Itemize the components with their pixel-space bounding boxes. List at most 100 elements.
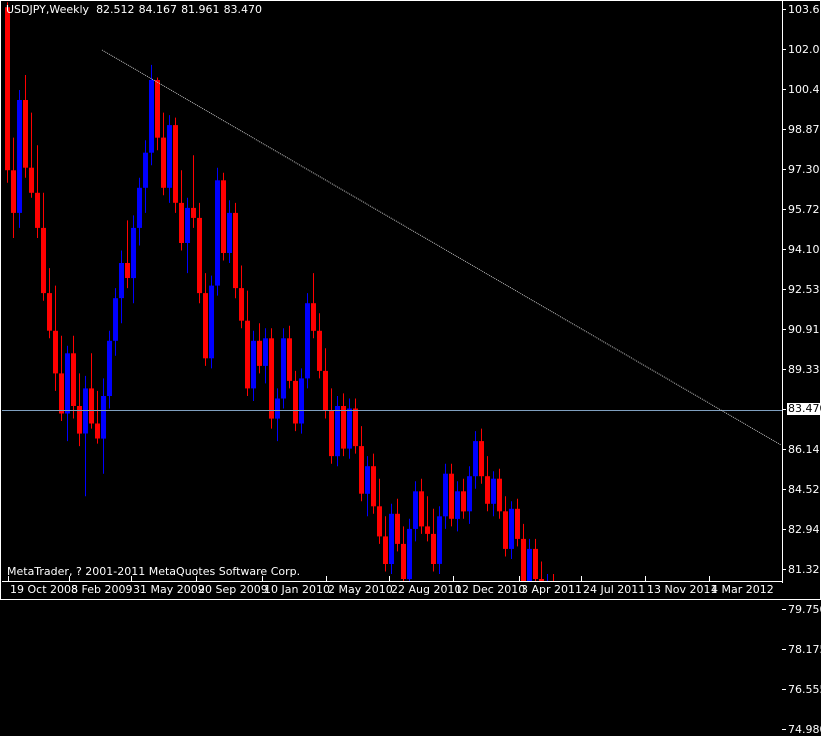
- date-tick-label: 8 Feb 2009: [71, 583, 133, 596]
- candle-body: [23, 100, 28, 168]
- candle-body: [419, 491, 424, 527]
- candle-body: [455, 491, 460, 519]
- price-tick-label: 100.495: [788, 83, 821, 96]
- candle-body: [413, 491, 418, 529]
- candle-body: [29, 167, 34, 193]
- candle-body: [479, 441, 484, 477]
- candle-body: [533, 548, 538, 579]
- candle-body: [461, 491, 466, 512]
- candle-body: [17, 100, 22, 213]
- price-tick: [782, 129, 786, 130]
- candle-body: [107, 340, 112, 396]
- price-tick-label: 97.300: [788, 163, 821, 176]
- price-tick: [782, 49, 786, 50]
- trendline: [101, 49, 782, 446]
- candle-body: [425, 526, 430, 534]
- candle-body: [71, 353, 76, 406]
- copyright-label: MetaTrader, ? 2001-2011 MetaQuotes Softw…: [7, 565, 301, 578]
- candle-body: [41, 227, 46, 294]
- candle-body: [59, 373, 64, 414]
- candle-body: [281, 338, 286, 399]
- candle-body: [149, 80, 154, 153]
- low-value: 81.961: [181, 3, 220, 16]
- candle-body: [47, 293, 52, 331]
- candle-body: [353, 408, 358, 447]
- candle-body: [179, 202, 184, 243]
- candle-body: [161, 137, 166, 188]
- candle-body: [101, 396, 106, 439]
- candle-body: [239, 288, 244, 321]
- candle-body: [221, 180, 226, 253]
- price-tick-label: 74.980: [788, 723, 821, 736]
- candle-body: [251, 340, 256, 389]
- date-tick-label: 24 Jul 2011: [583, 583, 646, 596]
- price-tick: [782, 89, 786, 90]
- candle-body: [233, 212, 238, 289]
- price-tick-label: 82.945: [788, 523, 821, 536]
- date-tick-label: 10 Jan 2010: [264, 583, 330, 596]
- candle-body: [371, 466, 376, 507]
- candle-body: [503, 511, 508, 549]
- price-tick-label: 102.070: [788, 43, 821, 56]
- date-tick-label: 4 Mar 2012: [711, 583, 774, 596]
- date-tick: [196, 576, 197, 581]
- candle-body: [209, 285, 214, 359]
- candle-body: [113, 298, 118, 341]
- price-tick: [782, 209, 786, 210]
- candle-body: [95, 423, 100, 439]
- candle-body: [527, 548, 532, 581]
- candle-body: [485, 476, 490, 504]
- candle-body: [329, 411, 334, 457]
- price-axis-line: [782, 1, 783, 583]
- candle-body: [437, 516, 442, 564]
- price-tick: [782, 289, 786, 290]
- price-tick-label: 98.875: [788, 123, 821, 136]
- candle-body: [131, 227, 136, 279]
- date-tick-label: 22 Aug 2010: [391, 583, 462, 596]
- price-tick: [782, 489, 786, 490]
- price-tick: [782, 449, 786, 450]
- date-tick: [453, 576, 454, 581]
- price-tick: [782, 409, 786, 410]
- price-tick-label: 81.325: [788, 563, 821, 576]
- candle-body: [203, 293, 208, 359]
- price-tick: [782, 369, 786, 370]
- date-tick: [131, 576, 132, 581]
- date-tick: [8, 576, 9, 581]
- price-tick-label: 89.335: [788, 363, 821, 376]
- candle-body: [509, 508, 514, 549]
- candle-body: [5, 7, 10, 171]
- date-tick: [389, 576, 390, 581]
- candle-body: [143, 152, 148, 188]
- candle-body: [395, 513, 400, 544]
- date-tick-label: 12 Dec 2010: [455, 583, 526, 596]
- candle-body: [449, 473, 454, 519]
- symbol-period-label: USDJPY,Weekly: [6, 3, 90, 16]
- candle-body: [125, 263, 130, 278]
- price-tick: [782, 249, 786, 250]
- candle-body: [119, 263, 124, 299]
- price-tick: [782, 649, 786, 650]
- candle-body: [137, 187, 142, 228]
- candle-body: [257, 340, 262, 366]
- candle-body: [155, 80, 160, 138]
- date-tick-label: 31 May 2009: [133, 583, 205, 596]
- price-axis[interactable]: 103.690 102.070 100.495 98.875 97.300 95.725 9…: [782, 1, 821, 735]
- candle-body: [197, 217, 202, 294]
- price-tick: [782, 729, 786, 730]
- candle-body: [53, 330, 58, 374]
- price-tick-label: 78.175: [788, 643, 821, 656]
- open-value: 82.512: [96, 3, 135, 16]
- candle-body: [89, 388, 94, 424]
- price-tick-label: 95.725: [788, 203, 821, 216]
- chart-plot-area[interactable]: [2, 2, 782, 581]
- candle-body: [173, 125, 178, 203]
- candle-body: [389, 513, 394, 564]
- date-tick-label: 20 Sep 2009: [198, 583, 268, 596]
- candle-body: [323, 370, 328, 411]
- candle-body: [65, 353, 70, 414]
- price-tick: [782, 569, 786, 570]
- price-tick-label: 76.555: [788, 683, 821, 696]
- price-tick: [782, 9, 786, 10]
